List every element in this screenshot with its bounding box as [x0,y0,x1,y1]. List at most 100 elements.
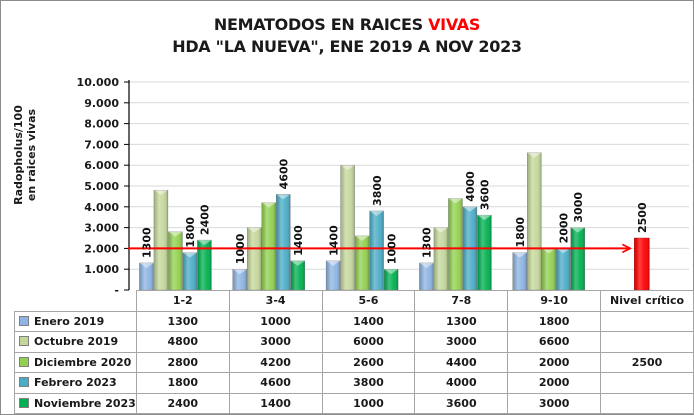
chart-subtitle: HDA "LA NUEVA", ENE 2019 A NOV 2023 [172,37,522,56]
table-cell: 3000 [228,331,323,353]
data-label: 2000 [558,212,571,243]
bar-cap [462,206,477,212]
chart-title-text: NEMATODOS EN RAICES [213,15,429,34]
critical-bar-shine [634,238,650,290]
gridlines [129,81,689,270]
y-tick-label: 6.000 [84,159,119,172]
table-category-header: 5-6 [321,290,416,312]
legend-label: Octubre 2019 [34,335,119,349]
chart-title: NEMATODOS EN RAICES VIVAS [0,15,694,34]
table-cell: 4600 [228,372,323,394]
table-row: Octubre 2019 4800 3000 6000 3000 6600 [14,331,694,353]
bar-cap [570,227,585,233]
bar-shine [355,235,370,290]
legend-swatch [19,356,29,367]
bar-cap [340,165,355,171]
data-label: 3000 [572,192,585,223]
data-label: 3600 [479,179,492,210]
bar-cap [369,210,384,216]
bar-shine [276,194,291,290]
legend-swatch [19,397,29,408]
bar-shine [182,252,197,290]
legend-swatch [19,377,29,388]
legend-swatch [19,315,29,326]
y-tick-label: 8.000 [84,118,119,131]
bar-cap [419,262,434,268]
table-category-header: 7-8 [414,290,509,312]
table-category-header: Nivel crítico [600,290,694,312]
critical-bar-label: 2500 [636,202,649,233]
table-cell: 2800 [135,351,230,373]
bar-cap [232,269,247,275]
table-cell: 4400 [414,351,509,373]
legend-label: Noviembre 2023 [34,396,136,410]
legend-entry: Noviembre 2023 [14,392,137,414]
bar-shine [384,269,399,290]
bar-shine [290,260,305,290]
y-tick-label: 5.000 [84,180,119,193]
table-row: Febrero 2023 1800 4600 3800 4000 2000 [14,372,694,394]
bar-cap [326,260,341,266]
table-category-header: 3-4 [228,290,323,312]
table-cell: 6600 [507,331,602,353]
data-table: 1-2 3-4 5-6 7-8 9-10 Nivel crítico Enero 2019 1… [14,290,694,414]
data-label: 1400 [292,225,305,256]
y-tick-label: 10.000 [77,76,120,89]
table-cell: 2500 [600,351,694,373]
y-tick-label: 7.000 [84,138,119,151]
table-cell: 2000 [507,351,602,373]
bar-shine [340,165,355,290]
bar-cap [197,240,212,246]
table-row: Enero 2019 1300 1000 1400 1300 1800 [14,310,694,332]
legend-swatch [19,336,29,347]
y-axis: -1.0002.0003.0004.0005.0006.0007.0008.00… [77,76,130,297]
data-label: 1800 [184,217,197,248]
table-cell [600,392,694,414]
legend-entry: Febrero 2023 [14,372,137,394]
data-labels: 1300 1000 1400 1300 1800 1800 4600 3800 4000 2000… [141,158,649,264]
table-cell: 1800 [507,310,602,332]
y-tick-label: 2.000 [84,242,119,255]
table-header-row: 1-2 3-4 5-6 7-8 9-10 Nivel crítico [14,290,694,312]
bar-shine [433,227,448,290]
data-label: 4000 [464,171,477,202]
table-cell: 4200 [228,351,323,373]
bar-cap [168,231,183,237]
data-label: 2400 [199,204,212,235]
table-row: Noviembre 2023 2400 1400 1000 3600 3000 [14,392,694,414]
bar-cap [276,194,291,200]
bar-shine [419,262,434,290]
legend-label: Diciembre 2020 [34,355,132,369]
bar-shine [139,262,154,290]
bar-cap [247,227,262,233]
bar-shine [477,215,492,290]
bar-cap [384,269,399,275]
legend-label: Febrero 2023 [34,376,117,390]
bar-cap [261,202,276,208]
bar-cap [153,190,168,196]
table-cell: 2000 [507,372,602,394]
data-label: 4600 [278,158,291,189]
data-label: 1000 [234,233,247,264]
bar-shine [369,210,384,290]
y-tick-label: 1.000 [84,263,119,276]
table-cell: 4800 [135,331,230,353]
table-cell: 3000 [414,331,509,353]
table-cell [600,372,694,394]
table-cell: 3800 [321,372,416,394]
table-cell: 4000 [414,372,509,394]
bar-shine [448,198,463,290]
legend-entry: Octubre 2019 [14,331,137,353]
table-cell: 1000 [228,310,323,332]
bar-shine [247,227,262,290]
data-label: 1800 [514,217,527,248]
table-cell: 1400 [321,310,416,332]
table-cell: 2600 [321,351,416,373]
table-cell: 1300 [414,310,509,332]
bar-shine [556,248,571,290]
table-cell: 3000 [507,392,602,414]
table-cell: 1000 [321,392,416,414]
y-tick-label: 4.000 [84,201,119,214]
bar-cap [448,198,463,204]
